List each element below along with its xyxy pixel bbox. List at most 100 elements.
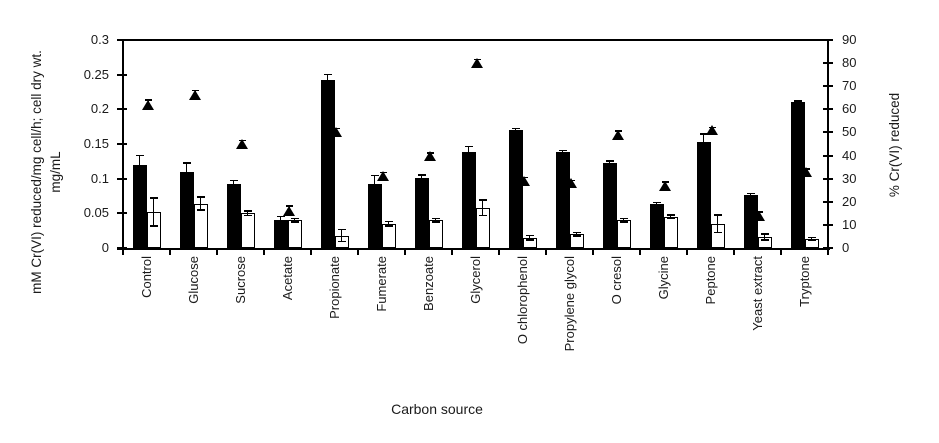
bar-black — [696, 141, 711, 248]
bar-white-error-cap-top — [196, 196, 205, 198]
bar-white-error-cap-top — [243, 210, 252, 212]
bar-white-error-bar — [340, 229, 343, 242]
right-axis-tick-label: 30 — [842, 170, 857, 186]
bar-white-error-bar — [293, 218, 296, 222]
right-axis-tick — [823, 154, 833, 157]
triangle-marker — [283, 206, 295, 217]
right-axis-tick — [823, 62, 833, 65]
bar-white-error-bar — [669, 215, 672, 219]
triangle-marker — [800, 166, 812, 177]
bar-black-error-cap-top — [511, 127, 520, 130]
x-axis-tick — [263, 248, 265, 255]
x-axis-tick — [592, 248, 594, 255]
triangle-marker — [142, 99, 154, 110]
x-axis-tick — [451, 248, 453, 255]
bar-white-error-cap-top — [431, 217, 440, 220]
bar-black-error-cap-top — [182, 162, 191, 164]
bar-white-error-bar — [763, 234, 766, 240]
bar-black-error-cap-bottom — [370, 192, 379, 194]
left-axis-tick — [117, 177, 127, 180]
bar-white-error-cap-bottom — [572, 235, 581, 237]
right-axis-tick-label: 80 — [842, 55, 857, 71]
triangle-marker — [659, 180, 671, 191]
bar-black — [226, 183, 241, 248]
bar-white-error-bar — [528, 235, 531, 240]
triangle-marker — [424, 150, 436, 161]
triangle-marker — [518, 175, 530, 186]
bar-black-error-cap-bottom — [229, 185, 238, 188]
bar-black-error-cap-bottom — [746, 196, 755, 198]
bar-white-error-cap-bottom — [666, 217, 675, 220]
x-axis-title: Carbon source — [391, 401, 483, 417]
right-axis-tick-label: 20 — [842, 193, 857, 209]
category-label: Fumerate — [373, 256, 389, 312]
triangle-marker — [753, 210, 765, 221]
x-axis-tick — [733, 248, 735, 255]
category-label: Sucrose — [232, 256, 248, 304]
bar-white-error-cap-bottom — [290, 221, 299, 223]
category-label: Benzoate — [420, 256, 436, 311]
left-axis-tick — [117, 143, 127, 145]
bar-white-error-bar — [152, 198, 155, 226]
bar-black-error-cap-bottom — [464, 155, 473, 158]
x-axis-tick — [780, 248, 782, 255]
bar-white-error-cap-top — [149, 197, 158, 199]
bar-black-error-cap-bottom — [558, 153, 567, 155]
bar-white-error-cap-bottom — [196, 209, 205, 211]
bar-black-error-cap-top — [558, 149, 567, 152]
category-label: O chlorophenol — [514, 256, 530, 345]
bar-white-error-cap-bottom — [760, 239, 769, 241]
bar-black — [179, 171, 194, 248]
bar-white-error-cap-top — [666, 214, 675, 216]
category-label: Peptone — [702, 256, 718, 305]
bar-black-error-cap-bottom — [511, 131, 520, 133]
x-axis-tick — [498, 248, 500, 255]
category-label: Control — [138, 256, 154, 298]
category-label: Yeast extract — [749, 256, 765, 331]
category-label: Acetate — [279, 256, 295, 301]
bar-black — [273, 219, 288, 248]
bar-white — [287, 220, 302, 248]
triangle-marker — [471, 58, 483, 69]
x-axis-tick — [639, 248, 641, 255]
bar-white-error-cap-bottom — [478, 214, 487, 217]
left-axis-tick-label: 0.05 — [83, 205, 109, 221]
category-label: Glycerol — [467, 256, 483, 304]
bar-black-error-bar — [467, 146, 470, 157]
category-label: Tryptone — [796, 256, 812, 307]
x-axis-tick — [310, 248, 312, 255]
left-axis-tick-label: 0.25 — [83, 66, 109, 82]
right-axis-tick — [823, 39, 833, 41]
x-axis-tick — [404, 248, 406, 255]
right-axis-tick — [823, 223, 833, 226]
bar-black — [649, 204, 664, 248]
bar-black-error-bar — [749, 193, 752, 197]
bar-white-error-bar — [716, 215, 719, 233]
bar-black-error-bar — [514, 128, 517, 132]
left-axis-tick-label: 0 — [101, 240, 109, 255]
x-axis-tick — [357, 248, 359, 255]
bar-white-error-cap-top — [525, 234, 534, 237]
right-axis-tick-label: 70 — [842, 78, 857, 94]
bar-black-error-cap-bottom — [135, 173, 144, 175]
bar-white-error-cap-bottom — [525, 239, 534, 241]
bar-black — [320, 80, 335, 248]
bar-black-error-cap-top — [652, 201, 661, 204]
bar-black-error-cap-bottom — [699, 149, 708, 151]
bar-black-error-bar — [608, 161, 611, 165]
bar-black — [414, 177, 429, 248]
bar-white-error-cap-top — [337, 228, 346, 231]
bar-black-error-cap-bottom — [182, 179, 191, 182]
left-axis-tick — [117, 73, 127, 76]
bar-black-error-cap-top — [135, 154, 144, 157]
category-label: Propionate — [326, 256, 342, 319]
bar-black-error-cap-top — [699, 133, 708, 135]
bar-black — [602, 162, 617, 248]
bar-black-error-bar — [420, 175, 423, 181]
bar-white-error-bar — [810, 237, 813, 241]
bar-black-error-cap-bottom — [652, 205, 661, 207]
left-axis-tick — [117, 108, 127, 111]
triangle-marker — [377, 171, 389, 182]
bar-white-error-cap-top — [478, 199, 487, 201]
category-label: O cresol — [608, 256, 624, 305]
